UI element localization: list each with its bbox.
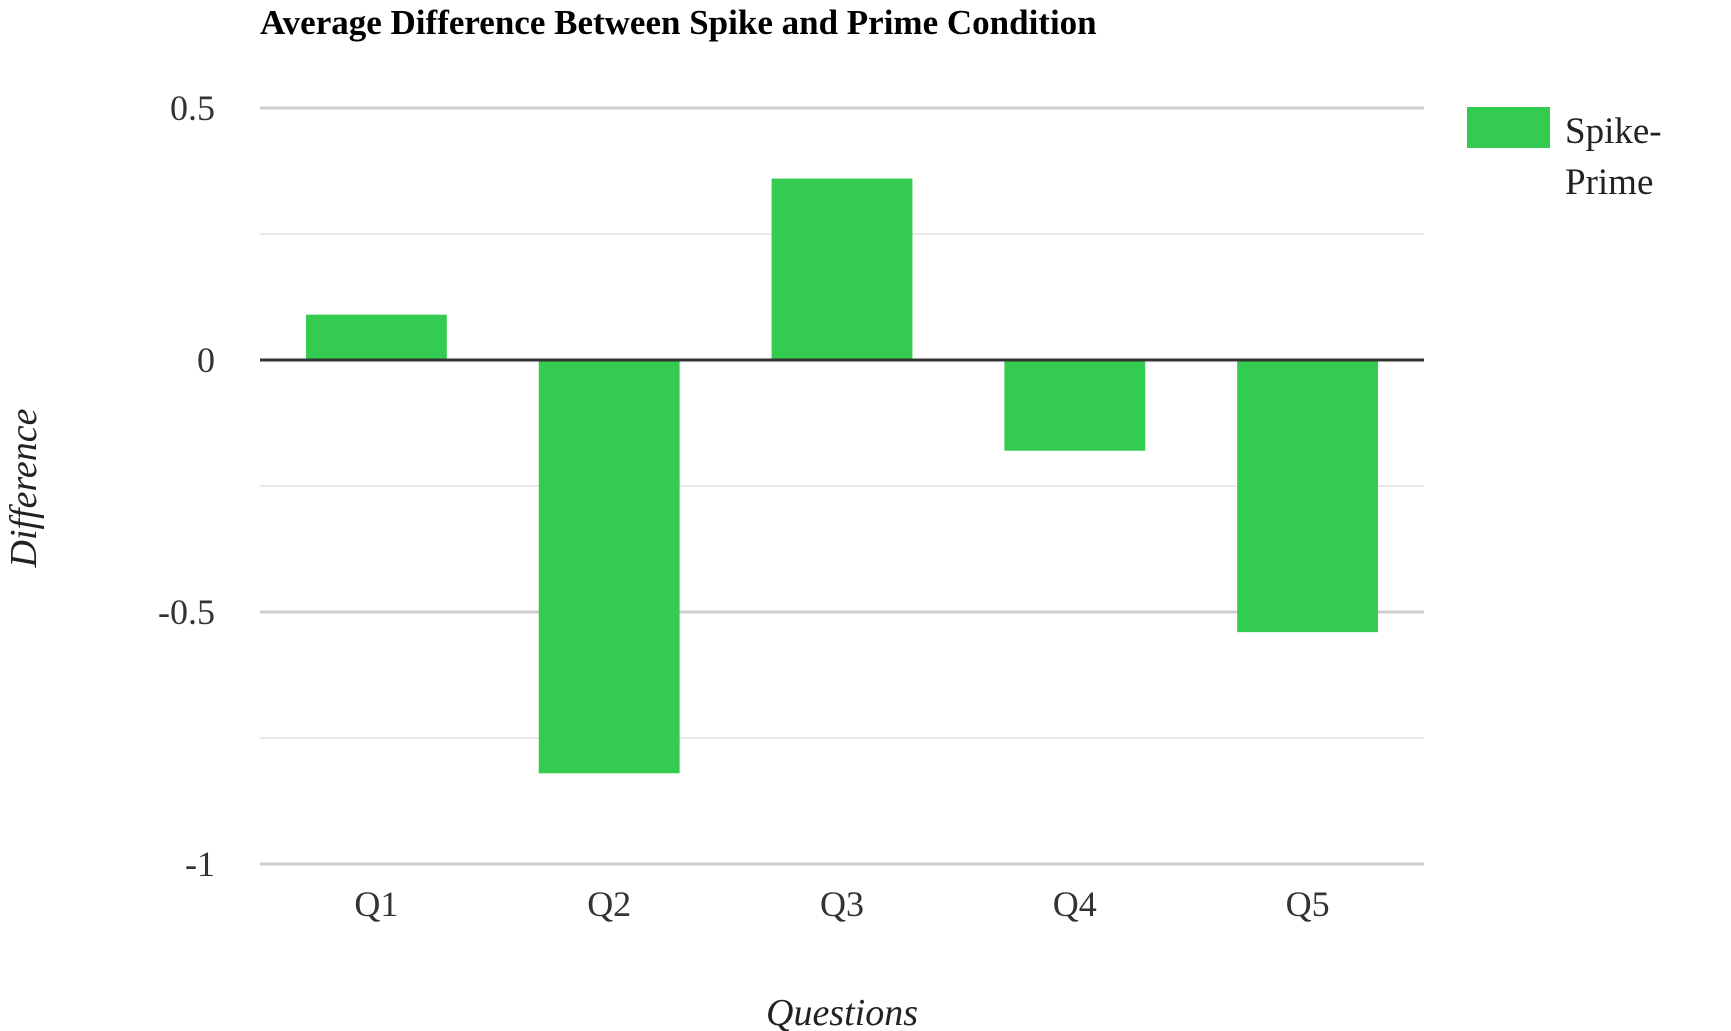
legend: Spike- Prime (1467, 107, 1662, 203)
bar-q1 (305, 314, 447, 360)
y-axis-tick-labels: 0.5 0 -0.5 -1 (158, 88, 215, 884)
legend-swatch (1467, 107, 1550, 148)
x-axis-tick-labels: Q1 Q2 Q3 Q4 Q5 (354, 884, 1329, 924)
y-tick-label: 0.5 (170, 88, 215, 128)
bar-q4 (1004, 360, 1146, 451)
bars (305, 178, 1379, 774)
x-tick-label: Q1 (354, 884, 398, 924)
y-axis-title: Difference (3, 408, 45, 568)
legend-label-line-1: Spike- (1565, 111, 1662, 152)
gridlines (260, 106, 1424, 866)
chart-title: Average Difference Between Spike and Pri… (260, 3, 1097, 42)
y-tick-label: -1 (185, 844, 215, 884)
legend-label-line-2: Prime (1565, 162, 1653, 203)
bar-q3 (771, 178, 913, 360)
x-tick-label: Q5 (1286, 884, 1330, 924)
bar-q5 (1237, 360, 1379, 633)
y-tick-label: 0 (197, 340, 215, 380)
y-tick-label: -0.5 (158, 592, 215, 632)
x-tick-label: Q2 (587, 884, 631, 924)
x-tick-label: Q3 (820, 884, 864, 924)
x-tick-label: Q4 (1053, 884, 1097, 924)
x-axis-title: Questions (766, 992, 918, 1031)
bar-q2 (538, 360, 680, 774)
